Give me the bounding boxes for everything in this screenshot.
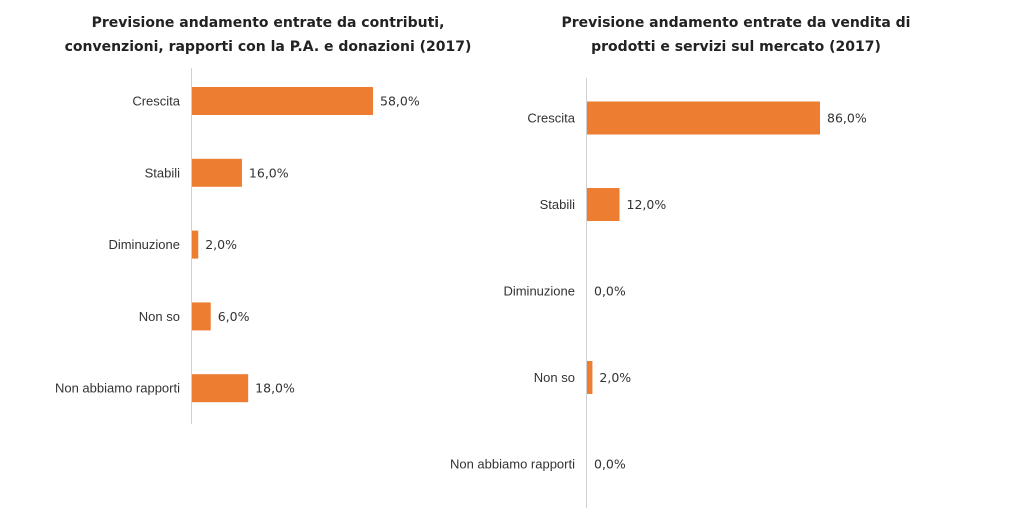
chart-title-line: Previsione andamento entrate da contribu… — [92, 15, 445, 31]
bar — [192, 302, 211, 331]
category-label: Non abbiamo rapporti — [450, 457, 575, 472]
bar — [587, 101, 820, 135]
chart-title-line: prodotti e servizi sul mercato (2017) — [591, 39, 881, 55]
data-label: 0,0% — [594, 284, 626, 299]
category-label: Diminuzione — [108, 237, 180, 252]
data-label: 86,0% — [827, 111, 867, 126]
chart-title-line: Previsione andamento entrate da vendita … — [562, 15, 911, 31]
category-label: Stabili — [145, 165, 181, 180]
bar — [192, 230, 199, 259]
data-label: 12,0% — [627, 197, 667, 212]
category-label: Stabili — [540, 197, 576, 212]
bar — [587, 361, 593, 394]
data-label: 58,0% — [380, 94, 420, 109]
category-label: Crescita — [527, 111, 575, 126]
data-label: 0,0% — [594, 457, 626, 472]
data-label: 16,0% — [249, 165, 289, 180]
chart-title-line: convenzioni, rapporti con la P.A. e dona… — [65, 39, 472, 55]
bar — [587, 188, 620, 221]
bar — [192, 374, 249, 403]
bar — [192, 158, 242, 187]
data-label: 2,0% — [205, 237, 237, 252]
category-label: Non so — [139, 309, 180, 324]
category-label: Non abbiamo rapporti — [55, 381, 180, 396]
bar — [192, 87, 373, 115]
category-label: Crescita — [132, 94, 180, 109]
category-label: Diminuzione — [503, 284, 575, 299]
data-label: 6,0% — [218, 309, 250, 324]
category-label: Non so — [534, 370, 575, 385]
data-label: 2,0% — [599, 370, 631, 385]
data-label: 18,0% — [255, 381, 295, 396]
chart-right: Previsione andamento entrate da vendita … — [450, 15, 911, 508]
chart-left: Previsione andamento entrate da contribu… — [55, 15, 471, 424]
